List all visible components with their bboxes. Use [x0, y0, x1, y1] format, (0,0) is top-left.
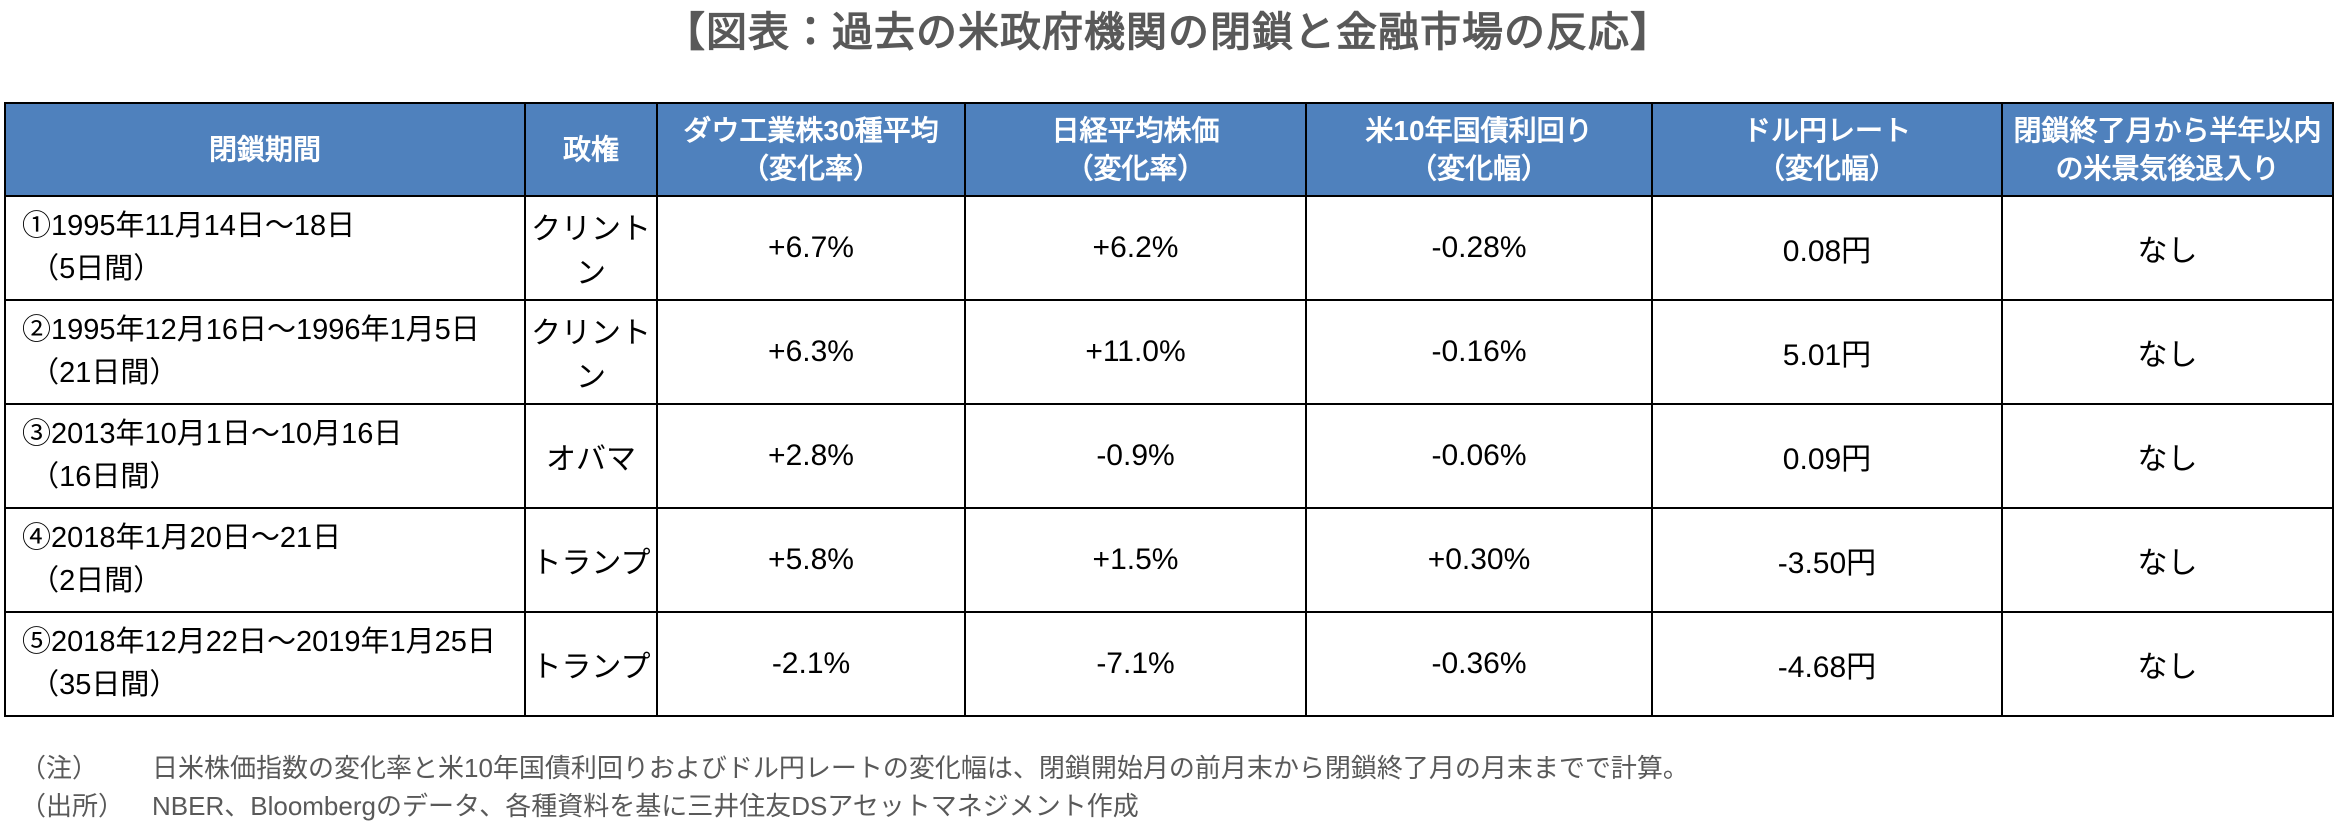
shutdown-market-table: 閉鎖期間 政権 ダウ工業株30種平均 （変化率） 日経平均株価 （変化率） 米1…: [4, 102, 2334, 718]
cell-period: ④2018年1月20日～21日 （2日間）: [4, 507, 526, 614]
table-row: ⑤2018年12月22日～2019年1月25日 （35日間） トランプ -2.1…: [4, 611, 2334, 718]
col-header-recession-within-half-year: 閉鎖終了月から半年以内 の米景気後退入り: [2001, 102, 2334, 198]
cell-period: ②1995年12月16日～1996年1月5日 （21日間）: [4, 299, 526, 406]
source-text: NBER、Bloombergのデータ、各種資料を基に三井住友DSアセットマネジメ…: [152, 790, 1139, 821]
cell-nikkei-change: -7.1%: [964, 611, 1307, 718]
col-header-ust10y-change: 米10年国債利回り （変化幅）: [1305, 102, 1653, 198]
cell-dow-change: +2.8%: [656, 403, 966, 510]
cell-usdjpy-change: -4.68円: [1651, 611, 2003, 718]
table-row: ①1995年11月14日～18日 （5日間） クリントン +6.7% +6.2%…: [4, 195, 2334, 302]
cell-dow-change: -2.1%: [656, 611, 966, 718]
cell-recession: なし: [2001, 507, 2334, 614]
note-text: 日米株価指数の変化率と米10年国債利回りおよびドル円レートの変化幅は、閉鎖開始月…: [152, 753, 1689, 784]
col-header-administration: 政権: [524, 102, 658, 198]
cell-recession: なし: [2001, 611, 2334, 718]
source-line: （出所） NBER、Bloombergのデータ、各種資料を基に三井住友DSアセッ…: [20, 788, 2336, 826]
cell-administration: トランプ: [524, 611, 658, 718]
cell-usdjpy-change: -3.50円: [1651, 507, 2003, 614]
table-row: ④2018年1月20日～21日 （2日間） トランプ +5.8% +1.5% +…: [4, 507, 2334, 614]
cell-period: ①1995年11月14日～18日 （5日間）: [4, 195, 526, 302]
footnotes: （注） 日米株価指数の変化率と米10年国債利回りおよびドル円レートの変化幅は、閉…: [20, 750, 2336, 825]
cell-recession: なし: [2001, 403, 2334, 510]
cell-period: ③2013年10月1日～10月16日 （16日間）: [4, 403, 526, 510]
cell-dow-change: +6.3%: [656, 299, 966, 406]
cell-ust10y-change: -0.28%: [1305, 195, 1653, 302]
cell-administration: クリントン: [524, 195, 658, 302]
table-header-row: 閉鎖期間 政権 ダウ工業株30種平均 （変化率） 日経平均株価 （変化率） 米1…: [4, 102, 2334, 198]
source-label: （出所）: [20, 790, 125, 821]
cell-usdjpy-change: 0.08円: [1651, 195, 2003, 302]
col-header-dow-change: ダウ工業株30種平均 （変化率）: [656, 102, 966, 198]
cell-administration: クリントン: [524, 299, 658, 406]
cell-nikkei-change: +1.5%: [964, 507, 1307, 614]
cell-ust10y-change: -0.36%: [1305, 611, 1653, 718]
cell-nikkei-change: +6.2%: [964, 195, 1307, 302]
note-label: （注）: [20, 753, 99, 784]
figure-title: 【図表：過去の米政府機関の閉鎖と金融市場の反応】: [664, 9, 1672, 55]
cell-recession: なし: [2001, 195, 2334, 302]
cell-ust10y-change: -0.16%: [1305, 299, 1653, 406]
cell-recession: なし: [2001, 299, 2334, 406]
cell-ust10y-change: -0.06%: [1305, 403, 1653, 510]
col-header-nikkei-change: 日経平均株価 （変化率）: [964, 102, 1307, 198]
cell-administration: オバマ: [524, 403, 658, 510]
col-header-shutdown-period: 閉鎖期間: [4, 102, 526, 198]
table-row: ②1995年12月16日～1996年1月5日 （21日間） クリントン +6.3…: [4, 299, 2334, 406]
col-header-usdjpy-change: ドル円レート （変化幅）: [1651, 102, 2003, 198]
cell-period: ⑤2018年12月22日～2019年1月25日 （35日間）: [4, 611, 526, 718]
cell-nikkei-change: +11.0%: [964, 299, 1307, 406]
note-line: （注） 日米株価指数の変化率と米10年国債利回りおよびドル円レートの変化幅は、閉…: [20, 750, 2336, 788]
cell-usdjpy-change: 0.09円: [1651, 403, 2003, 510]
cell-administration: トランプ: [524, 507, 658, 614]
cell-ust10y-change: +0.30%: [1305, 507, 1653, 614]
cell-dow-change: +6.7%: [656, 195, 966, 302]
cell-usdjpy-change: 5.01円: [1651, 299, 2003, 406]
cell-nikkei-change: -0.9%: [964, 403, 1307, 510]
table-row: ③2013年10月1日～10月16日 （16日間） オバマ +2.8% -0.9…: [4, 403, 2334, 510]
cell-dow-change: +5.8%: [656, 507, 966, 614]
